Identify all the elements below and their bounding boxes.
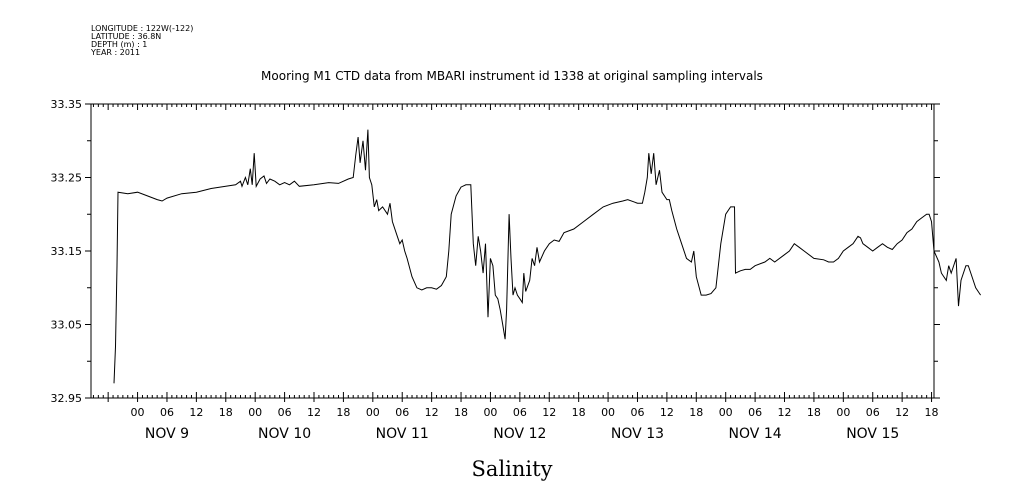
y-tick-label: 33.35 (51, 98, 83, 111)
x-tick-label: 00 (248, 406, 262, 419)
x-axis-label: Salinity (472, 457, 553, 481)
depth-text: DEPTH (m) : 1 (91, 40, 147, 49)
x-tick-label: 12 (895, 406, 909, 419)
y-tick-label: 33.15 (51, 245, 83, 258)
x-day-label: NOV 9 (145, 426, 189, 442)
x-tick-label: 06 (866, 406, 880, 419)
x-tick-label: 18 (336, 406, 350, 419)
plot-frame (90, 103, 935, 399)
y-tick-label: 33.05 (51, 319, 83, 332)
x-day-label: NOV 10 (258, 426, 311, 442)
x-day-label: NOV 14 (729, 426, 782, 442)
x-tick-label: 18 (219, 406, 233, 419)
x-tick-label: 12 (189, 406, 203, 419)
x-day-label: NOV 12 (493, 426, 546, 442)
latitude-text: LATITUDE : 36.8N (91, 32, 161, 41)
longitude-text: LONGITUDE : 122W(-122) (91, 24, 193, 33)
x-tick-label: 00 (601, 406, 615, 419)
x-tick-label: 18 (572, 406, 586, 419)
x-tick-label: 18 (454, 406, 468, 419)
x-tick-label: 00 (131, 406, 145, 419)
x-tick-label: 12 (307, 406, 321, 419)
series-group (113, 129, 982, 384)
x-tick-label: 06 (395, 406, 409, 419)
x-tick-label: 06 (630, 406, 644, 419)
x-tick-label: 18 (689, 406, 703, 419)
x-tick-label: 00 (719, 406, 733, 419)
x-tick-label: 18 (807, 406, 821, 419)
x-day-label: NOV 11 (376, 426, 429, 442)
x-day-label: NOV 13 (611, 426, 664, 442)
y-tick-label: 32.95 (51, 392, 83, 405)
x-tick-label: 12 (660, 406, 674, 419)
x-tick-label: 00 (366, 406, 380, 419)
x-tick-label: 00 (483, 406, 497, 419)
x-tick-label: 12 (778, 406, 792, 419)
salinity-line (113, 129, 982, 384)
x-tick-label: 06 (160, 406, 174, 419)
x-tick-label: 12 (542, 406, 556, 419)
x-tick-label: 12 (425, 406, 439, 419)
y-tick-label: 33.25 (51, 172, 83, 185)
x-tick-label: 06 (748, 406, 762, 419)
x-tick-label: 06 (278, 406, 292, 419)
x-day-label: NOV 15 (846, 426, 899, 442)
x-tick-label: 06 (513, 406, 527, 419)
x-tick-label: 18 (925, 406, 939, 419)
metadata-block: LONGITUDE : 122W(-122) LATITUDE : 36.8N … (90, 24, 193, 57)
chart-title: Mooring M1 CTD data from MBARI instrumen… (261, 69, 763, 83)
x-tick-label: 00 (836, 406, 850, 419)
year-text: YEAR : 2011 (90, 48, 140, 57)
